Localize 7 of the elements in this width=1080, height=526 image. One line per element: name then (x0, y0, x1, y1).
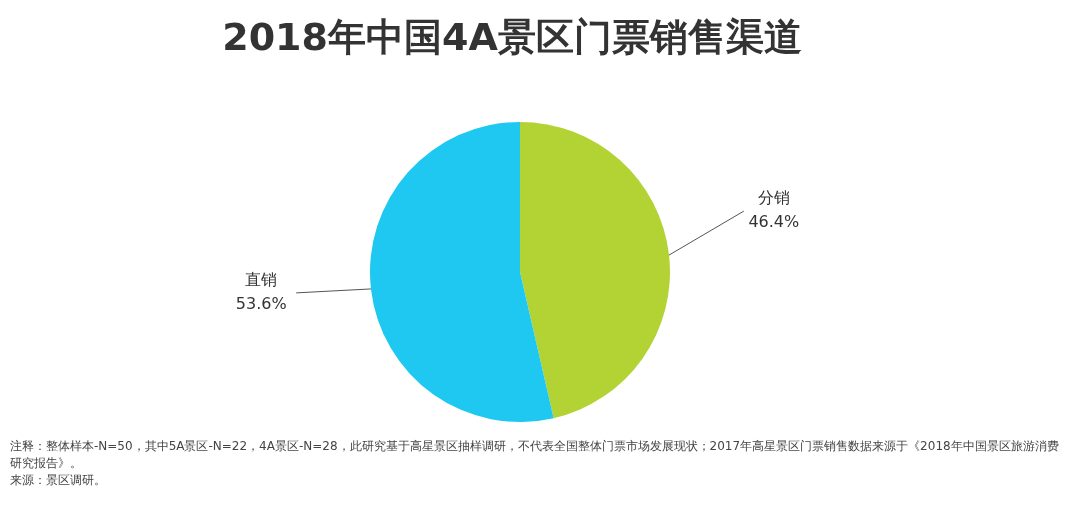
slice-label: 分销 (757, 188, 790, 208)
chart-title: 2018年中国4A景区门票销售渠道 (221, 14, 803, 61)
text: 注释：整体样本-N=50，其中5A景区-N=22，4A景区-N=28，此研究基于高星景区抽样调研，不代表全国整体门票市场发展现状；2017年高星景区门票销售数据来源于《2018年中国景区旅游消费研究报告》。 (10, 438, 1060, 472)
data-label: 53.6% (235, 294, 287, 314)
slice-label: 直销 (245, 270, 278, 290)
data-label: 46.4% (748, 212, 800, 232)
source-note: 来源：景区调研。 (10, 472, 107, 489)
